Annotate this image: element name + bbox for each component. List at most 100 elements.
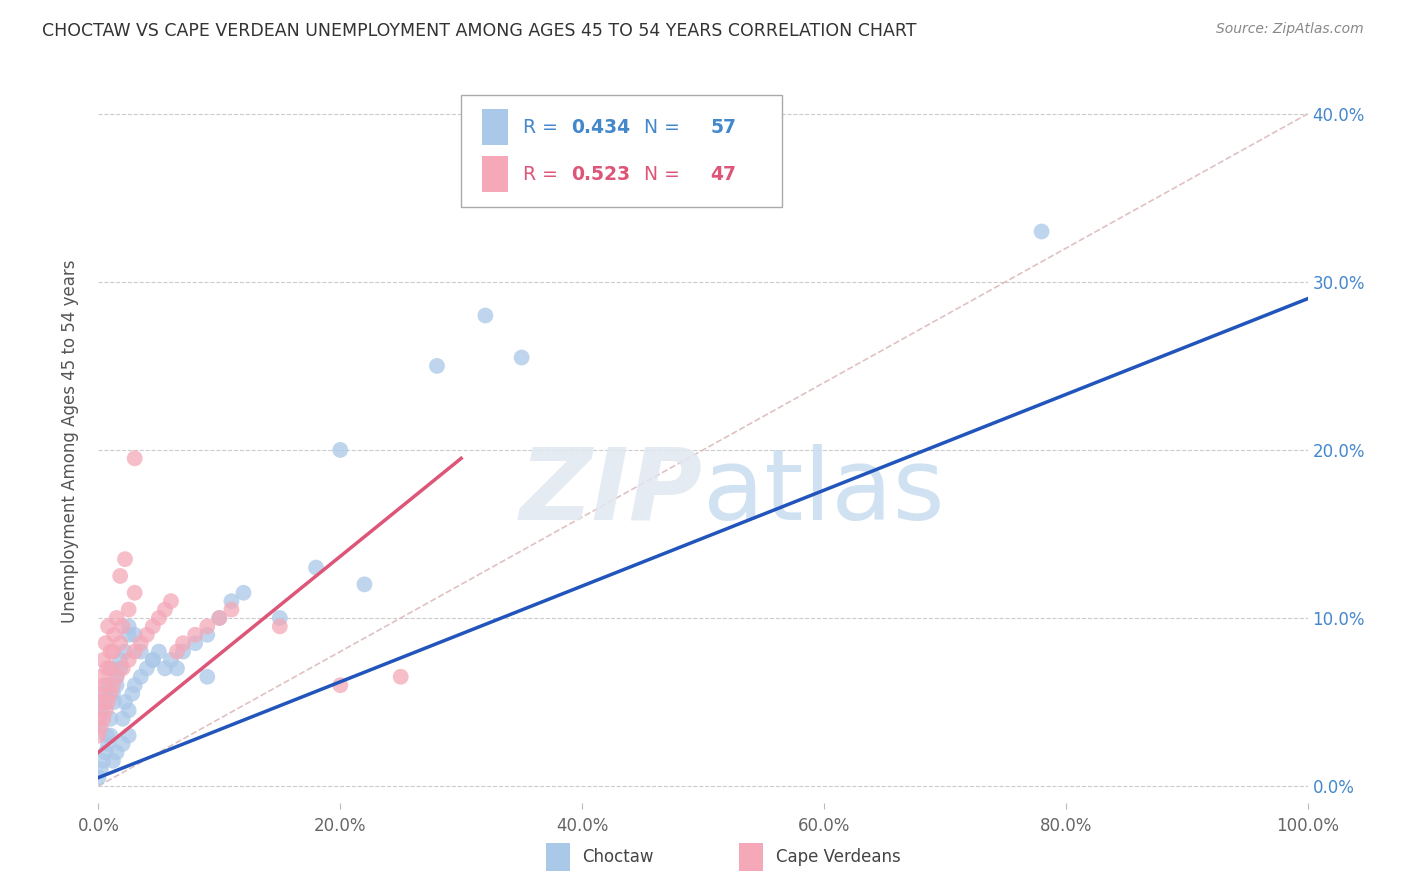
Point — [91, 754, 114, 768]
Text: Source: ZipAtlas.com: Source: ZipAtlas.com — [1216, 22, 1364, 37]
Point — [105, 745, 128, 759]
Point — [100, 661, 122, 675]
Point — [105, 678, 128, 692]
Point — [91, 695, 114, 709]
Point — [111, 619, 134, 633]
Point — [87, 771, 110, 785]
Point — [111, 661, 134, 675]
Point — [142, 653, 165, 667]
Point — [269, 611, 291, 625]
Point — [96, 661, 118, 675]
Y-axis label: Unemployment Among Ages 45 to 54 years: Unemployment Among Ages 45 to 54 years — [60, 260, 79, 624]
Point — [90, 762, 112, 776]
Point — [124, 586, 146, 600]
Text: CHOCTAW VS CAPE VERDEAN UNEMPLOYMENT AMONG AGES 45 TO 54 YEARS CORRELATION CHART: CHOCTAW VS CAPE VERDEAN UNEMPLOYMENT AMO… — [42, 22, 917, 40]
Point — [184, 636, 207, 650]
Point — [91, 653, 114, 667]
Point — [100, 687, 122, 701]
Point — [90, 670, 112, 684]
Text: N =: N = — [631, 118, 686, 136]
Point — [97, 678, 120, 692]
Point — [148, 611, 170, 625]
Point — [1031, 225, 1053, 239]
Point — [118, 703, 141, 717]
Point — [208, 611, 231, 625]
Bar — [482, 156, 509, 193]
Point — [129, 644, 152, 658]
Point — [108, 636, 131, 650]
Point — [100, 729, 122, 743]
Point — [148, 644, 170, 658]
Point — [111, 737, 134, 751]
Text: R =: R = — [523, 118, 564, 136]
Point — [129, 670, 152, 684]
Text: Choctaw: Choctaw — [582, 848, 654, 866]
Point — [93, 687, 115, 701]
Point — [94, 703, 117, 717]
Point — [93, 695, 115, 709]
Bar — [740, 843, 763, 871]
Point — [426, 359, 449, 373]
Point — [87, 729, 110, 743]
Point — [93, 678, 115, 692]
Point — [100, 644, 122, 658]
Point — [172, 636, 194, 650]
Point — [166, 661, 188, 675]
Point — [118, 729, 141, 743]
Point — [103, 628, 125, 642]
Text: N =: N = — [631, 165, 686, 184]
Point — [124, 628, 146, 642]
Point — [114, 552, 136, 566]
Bar — [482, 109, 509, 145]
Point — [97, 695, 120, 709]
Point — [329, 442, 352, 457]
Point — [142, 653, 165, 667]
Point — [91, 712, 114, 726]
Point — [114, 644, 136, 658]
Point — [221, 602, 243, 616]
Point — [195, 670, 218, 684]
Point — [129, 636, 152, 650]
Point — [108, 569, 131, 583]
Point — [87, 720, 110, 734]
Point — [184, 628, 207, 642]
Point — [124, 644, 146, 658]
Point — [160, 594, 183, 608]
FancyBboxPatch shape — [461, 95, 782, 207]
Point — [135, 628, 157, 642]
Point — [101, 687, 124, 701]
Point — [94, 636, 117, 650]
Point — [118, 653, 141, 667]
Point — [103, 695, 125, 709]
Point — [118, 628, 141, 642]
Point — [100, 661, 122, 675]
Point — [105, 611, 128, 625]
Point — [142, 619, 165, 633]
Point — [108, 653, 131, 667]
Text: R =: R = — [523, 165, 564, 184]
Point — [118, 602, 141, 616]
Point — [100, 712, 122, 726]
Point — [389, 670, 412, 684]
Point — [510, 351, 533, 365]
Point — [90, 720, 112, 734]
Point — [232, 586, 254, 600]
Point — [135, 661, 157, 675]
Point — [305, 560, 328, 574]
Point — [114, 695, 136, 709]
Point — [101, 754, 124, 768]
Point — [172, 644, 194, 658]
Point — [97, 619, 120, 633]
Point — [474, 309, 496, 323]
Point — [91, 703, 114, 717]
Point — [124, 451, 146, 466]
Point — [94, 745, 117, 759]
Point — [108, 661, 131, 675]
Text: 0.434: 0.434 — [571, 118, 630, 136]
Point — [329, 678, 352, 692]
Point — [195, 628, 218, 642]
Point — [97, 737, 120, 751]
Text: 0.523: 0.523 — [571, 165, 630, 184]
Point — [269, 619, 291, 633]
Point — [195, 619, 218, 633]
